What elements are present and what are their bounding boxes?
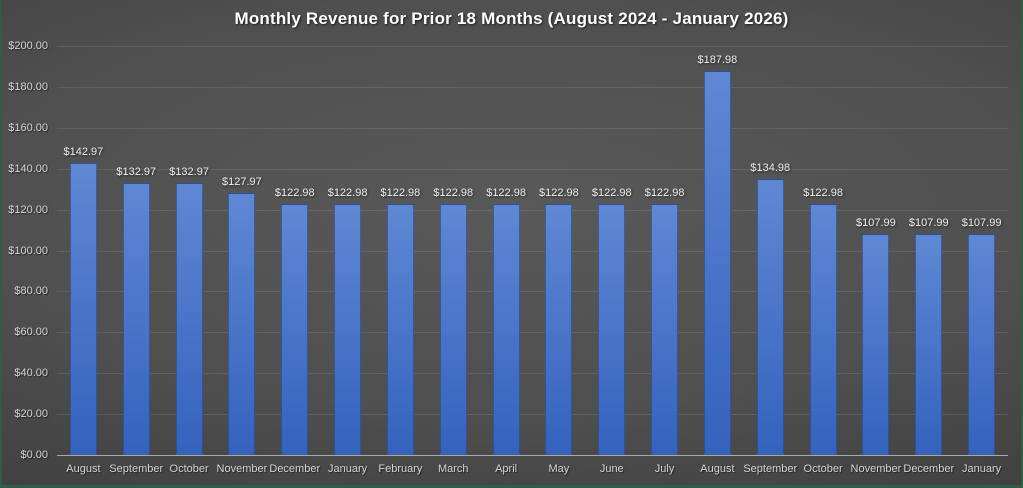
gridline [57, 127, 1008, 129]
bar [651, 203, 679, 455]
bar [492, 203, 520, 455]
gridline [57, 373, 1008, 375]
y-axis-tick-label: $40.00 [14, 367, 48, 380]
bar [175, 183, 203, 455]
x-axis-label: September [109, 463, 164, 475]
gridline [57, 209, 1008, 211]
bar [862, 234, 890, 455]
bar [756, 178, 784, 455]
bar [122, 183, 150, 455]
y-axis-tick-label: $120.00 [8, 203, 48, 216]
x-axis-label: March [437, 463, 469, 475]
bar-value-label: $122.98 [433, 186, 474, 199]
chart-title: Monthly Revenue for Prior 18 Months (Aug… [234, 9, 789, 28]
bar [69, 162, 97, 455]
bar [386, 203, 414, 455]
bar-value-label: $187.98 [697, 53, 738, 66]
x-axis-label: December [269, 463, 321, 475]
gridline [57, 291, 1008, 293]
x-axis-label: October [803, 463, 843, 475]
y-axis-tick-label: $140.00 [8, 162, 48, 175]
bar [809, 203, 837, 455]
bar-value-label: $132.97 [169, 166, 209, 179]
y-axis-tick-label: $100.00 [8, 244, 48, 257]
x-axis-line [57, 455, 1008, 456]
bar [281, 203, 309, 455]
y-axis-tick-label: $80.00 [14, 285, 48, 298]
y-axis-tick-label: $200.00 [8, 40, 48, 52]
x-axis-label: February [378, 463, 423, 475]
bar-value-label: $122.98 [274, 186, 315, 199]
y-axis-tick-label: $180.00 [8, 80, 48, 93]
bar-value-label: $122.98 [644, 186, 685, 199]
gridline [57, 168, 1008, 170]
bar-value-label: $107.99 [961, 217, 1002, 230]
bar [915, 234, 943, 455]
x-axis-label: April [495, 463, 518, 475]
gridline [57, 414, 1008, 416]
bar [228, 193, 256, 455]
bar-value-label: $122.98 [486, 186, 526, 199]
x-axis-label: December [903, 463, 955, 475]
gridline [57, 250, 1008, 252]
x-axis-label: January [328, 463, 368, 475]
bar [598, 203, 626, 455]
bar-value-label: $132.97 [116, 166, 157, 179]
bar [703, 70, 731, 455]
x-axis-label: November [216, 463, 268, 475]
bar-value-label: $122.98 [539, 186, 579, 199]
x-axis-label: May [548, 463, 570, 475]
y-axis-tick-label: $60.00 [14, 326, 48, 339]
y-axis-tick-label: $160.00 [8, 121, 48, 134]
bar-value-label: $122.98 [380, 186, 421, 199]
bar-value-label: $122.98 [327, 186, 368, 199]
bar-value-label: $134.98 [750, 161, 791, 174]
bar-value-label: $107.99 [908, 217, 949, 230]
bar-value-label: $122.98 [803, 186, 843, 199]
y-axis-tick-label: $0.00 [20, 449, 48, 461]
x-axis-label: October [169, 463, 209, 475]
x-axis-label: August [66, 463, 101, 475]
y-axis-tick-label: $20.00 [14, 408, 48, 421]
bar-value-label: $142.97 [63, 145, 104, 158]
bar [334, 203, 362, 455]
gridline [57, 332, 1008, 334]
bar [545, 203, 573, 455]
bar-value-label: $122.98 [591, 186, 632, 199]
bar [439, 203, 467, 455]
bar [968, 234, 996, 455]
x-axis-label: August [700, 463, 735, 475]
x-axis-label: January [962, 463, 1002, 475]
x-axis-label: June [599, 463, 624, 475]
gridline [57, 86, 1008, 88]
bar-value-label: $127.97 [222, 176, 262, 189]
gridline [57, 46, 1008, 47]
x-axis-label: November [850, 463, 902, 475]
x-axis-label: July [654, 463, 675, 475]
bar-value-label: $107.99 [856, 217, 896, 230]
x-axis-label: September [743, 463, 798, 475]
